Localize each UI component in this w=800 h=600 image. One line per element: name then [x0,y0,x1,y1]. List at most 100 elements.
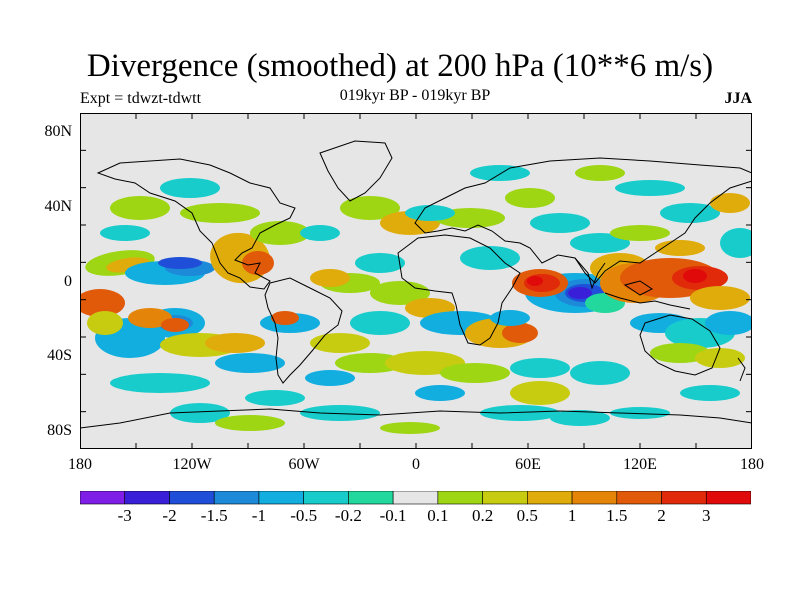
contour-blob [271,311,299,325]
lat-label-40n: 40N [44,198,72,215]
colorbar-cell [705,491,751,505]
contour-blob [380,422,440,434]
contour-blob [460,246,520,270]
contour-blob [575,165,625,181]
lon-label-0: 0 [412,456,420,473]
contour-blob [710,193,750,213]
colorbar-cell [482,491,528,505]
map-ticks [80,113,752,449]
colorbar-cell [392,491,439,505]
contour-blob [215,353,285,373]
lon-label-120e: 120E [623,456,657,473]
divergence-map [80,113,752,449]
contour-blob [530,213,590,233]
colorbar-label: 1 [567,506,577,525]
lon-label-120w: 120W [172,456,212,473]
contour-blob [310,269,350,287]
contour-blob [87,311,123,335]
contour-blob [480,405,560,421]
contour-blob [690,286,750,310]
lon-label-180w: 180 [68,456,92,473]
contour-blob [310,333,370,353]
colorbar-label: 0.1 [427,506,449,525]
lat-label-40s: 40S [47,347,72,364]
colorbar-cell [169,491,215,505]
contour-blob [110,196,170,220]
contour-blob [705,311,752,335]
colorbar-cell [571,491,618,505]
colorbar-label: 0.2 [471,506,494,525]
contour-blob [720,228,752,258]
season-label: JJA [724,90,752,107]
lat-label-80n: 80N [44,123,72,140]
colorbar-label: -2 [162,506,177,525]
colorbar-cell [348,491,394,505]
colorbar-cell [437,491,483,505]
contour-blob [100,225,150,241]
colorbar-label: -3 [117,506,132,525]
colorbar-label: -1.5 [200,506,228,525]
contour-blob [160,178,220,198]
contour-blob [170,403,230,423]
contour-blob [405,205,455,221]
period-label: 019kyr BP - 019kyr BP [339,87,491,104]
contour-blob [550,410,610,426]
contour-blob [505,188,555,208]
colorbar [80,491,751,505]
contour-blob [683,269,707,283]
contour-blob [490,310,530,326]
colorbar-cell [80,491,126,505]
contour-blob [655,240,705,256]
colorbar-label: 3 [702,506,711,525]
colorbar-label: -0.5 [290,506,318,525]
contour-blob [305,370,355,386]
contour-blob [570,361,630,385]
colorbar-cell [661,491,707,505]
lon-label-60w: 60W [288,456,320,473]
contour-blob [161,318,189,332]
contour-blob [80,289,125,317]
colorbar-cell [527,491,573,505]
colorbar-cell [303,491,349,505]
contour-blob [610,225,670,241]
lon-label-180e: 180 [740,456,764,473]
colorbar-label: 1.5 [606,506,628,525]
contour-blob [180,203,260,223]
colorbar-label: 0.5 [516,506,538,525]
colorbar-cell [258,491,304,505]
contour-blob [510,381,570,405]
contour-blob [340,196,400,220]
contour-blob [610,407,670,419]
contour-blob [110,373,210,393]
lon-label-60e: 60E [515,456,541,473]
lat-label-eq: 0 [64,273,72,290]
colorbar-cell [124,491,170,505]
contour-blob [335,353,405,373]
colorbar-label: -0.1 [379,506,407,525]
contour-blob [350,311,410,335]
contour-blob [440,363,510,383]
contour-blob [128,308,172,328]
contour-blob [470,165,530,181]
coastlines [80,140,752,429]
colorbar-label: 2 [657,506,666,525]
contour-blob [570,233,630,253]
contour-blob [215,415,285,431]
contour-blob [615,180,685,196]
colorbar-cell [213,491,260,505]
colorbar-cell [616,491,662,505]
contour-blob [415,385,465,401]
contour-blob [527,276,543,286]
contour-blob [250,221,310,245]
contour-blob [158,257,202,269]
lat-label-80s: 80S [47,422,72,439]
colorbar-label: -1 [251,506,266,525]
contour-blob [355,253,405,273]
contour-blob [205,333,265,353]
contour-blob [680,385,740,401]
experiment-label: Expt = tdwzt-tdwtt [80,90,202,107]
contour-blob [300,405,380,421]
contour-blob [245,390,305,406]
contour-blob [300,225,340,241]
contour-blob [695,348,745,368]
